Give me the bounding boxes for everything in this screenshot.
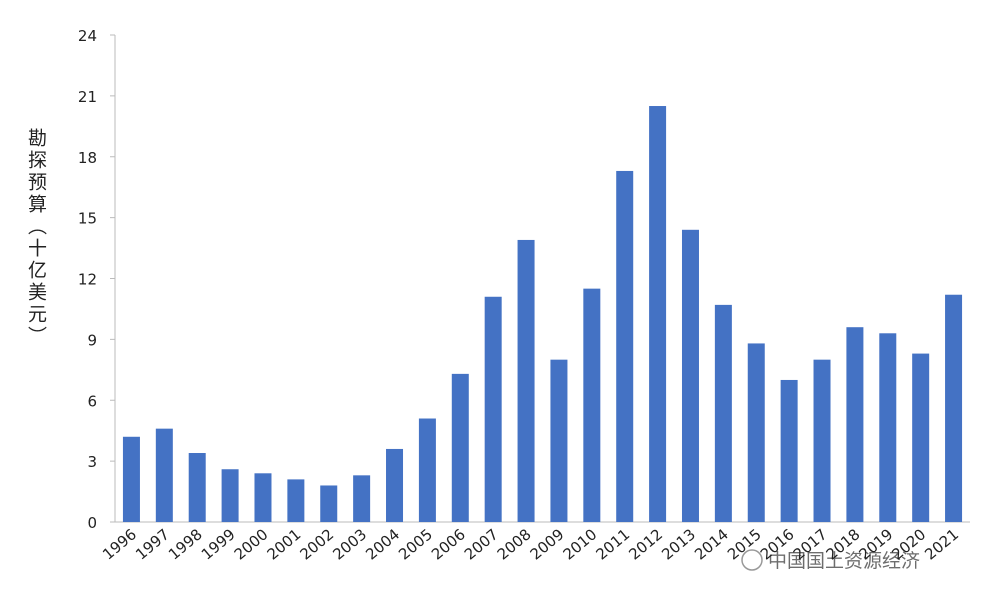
bar — [517, 239, 535, 522]
y-axis-label: 勘探预算（十亿美元） — [25, 128, 47, 348]
y-tick-label: 0 — [87, 514, 97, 532]
y-tick-label: 18 — [78, 149, 97, 167]
bar — [386, 448, 404, 522]
x-tick-label: 2003 — [329, 525, 370, 563]
x-tick-label: 2007 — [461, 525, 502, 563]
bar — [714, 304, 732, 522]
bar — [188, 453, 206, 522]
bar — [122, 436, 140, 522]
y-tick-label: 24 — [78, 27, 97, 45]
x-tick-label: 2011 — [592, 525, 633, 563]
bar — [353, 475, 371, 522]
y-tick-label: 9 — [87, 331, 97, 349]
watermark: 中国国土资源经济 — [768, 550, 920, 572]
x-tick-label: 2012 — [625, 525, 666, 563]
watermark-icon — [741, 549, 763, 571]
x-tick-label: 1996 — [99, 525, 140, 563]
x-tick-label: 2014 — [691, 525, 732, 563]
bar — [418, 418, 436, 522]
bar — [681, 229, 699, 523]
y-tick-label: 21 — [78, 88, 97, 106]
x-tick-label: 2021 — [921, 525, 962, 563]
bar — [846, 327, 864, 522]
bar — [550, 359, 568, 522]
x-tick-label: 2005 — [395, 525, 436, 563]
x-tick-label: 2000 — [231, 525, 272, 563]
x-tick-label: 1999 — [198, 525, 239, 563]
bar — [155, 428, 173, 522]
bar — [879, 333, 897, 522]
x-tick-label: 1998 — [165, 525, 206, 563]
bar — [780, 379, 798, 522]
y-tick-label: 12 — [78, 271, 97, 289]
x-tick-label: 2015 — [724, 525, 765, 563]
bar — [254, 473, 272, 522]
bar — [747, 343, 765, 522]
x-tick-label: 2010 — [560, 525, 601, 563]
bar — [813, 359, 831, 522]
y-tick-label: 3 — [87, 453, 97, 471]
x-tick-label: 1997 — [132, 525, 173, 563]
bar — [484, 296, 502, 522]
x-tick-label: 2002 — [296, 525, 337, 563]
x-tick-label: 2006 — [428, 525, 469, 563]
bar — [583, 288, 601, 522]
bar — [649, 106, 667, 522]
x-tick-label: 2008 — [494, 525, 535, 563]
bar — [451, 373, 469, 522]
bar — [320, 485, 338, 522]
bar — [221, 469, 239, 522]
bar — [945, 294, 963, 522]
y-tick-label: 6 — [87, 392, 97, 410]
bar — [616, 170, 634, 522]
x-tick-label: 2001 — [264, 525, 305, 563]
x-tick-label: 2013 — [658, 525, 699, 563]
x-tick-label: 2004 — [362, 525, 403, 563]
bar — [287, 479, 305, 522]
y-tick-label: 15 — [78, 210, 97, 228]
x-tick-label: 2009 — [527, 525, 568, 563]
bar — [912, 353, 930, 522]
